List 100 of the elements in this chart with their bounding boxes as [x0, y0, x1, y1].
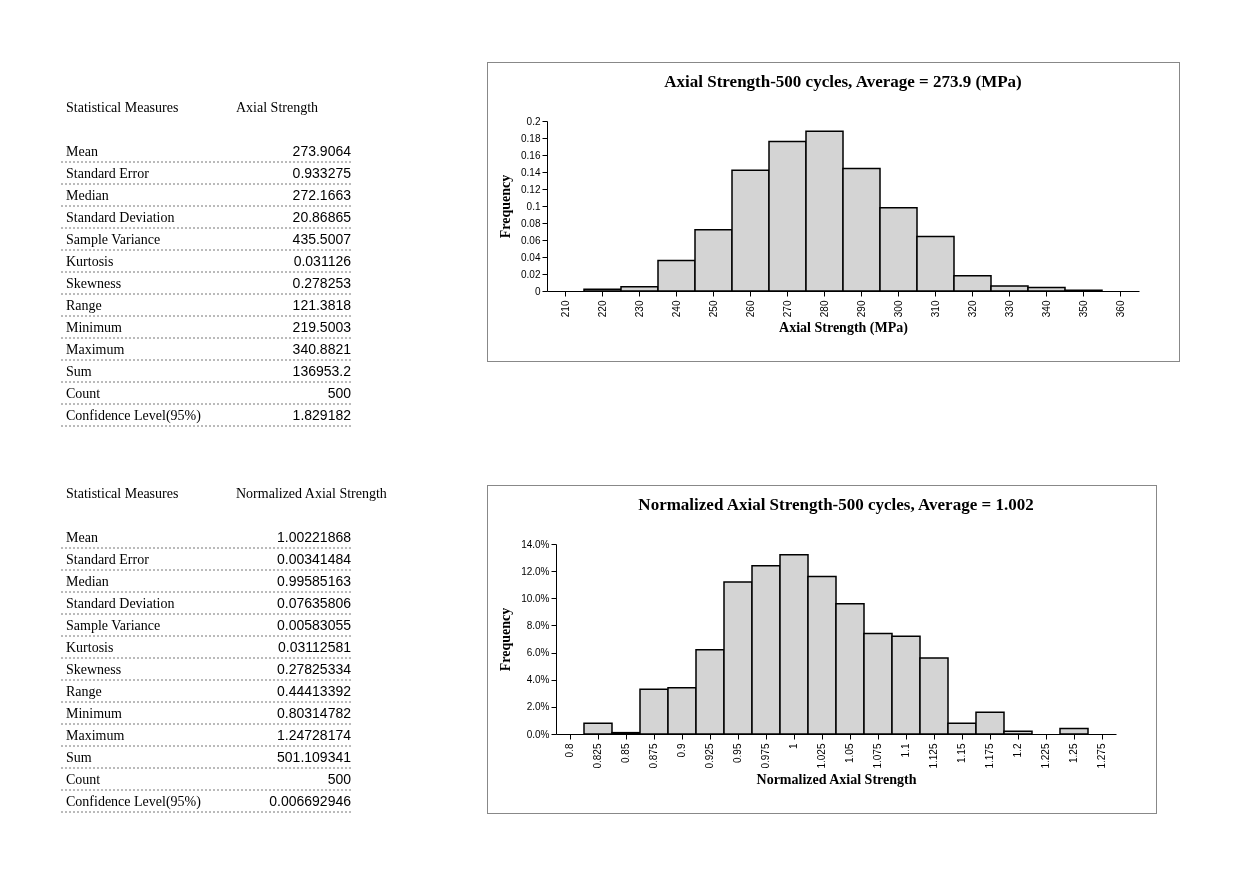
x-tick-label: 1.2 [1012, 743, 1023, 758]
y-tick-label: 0.2 [526, 115, 541, 127]
x-tick-label: 1.175 [984, 743, 995, 769]
y-axis-title: Frequency [498, 607, 514, 672]
category-label: Median [66, 574, 109, 589]
data-label: 0.80314782 [277, 705, 352, 721]
category-label: Range [66, 298, 102, 313]
y-tick-label: 0.12 [521, 183, 541, 195]
x-tick-label: 0.9 [676, 743, 687, 758]
x-tick-label: 1.275 [1096, 743, 1107, 769]
data-label: 500 [327, 771, 352, 787]
x-tick-label: 0.95 [732, 743, 743, 763]
category-label: Standard Error [66, 166, 150, 181]
y-tick-label: 0.14 [521, 166, 541, 178]
text: Normalized Axial Strength [236, 486, 387, 501]
data-label: 501.109341 [277, 749, 352, 765]
x-tick-label: 0.975 [760, 743, 771, 769]
data-label: 1.829182 [292, 407, 352, 423]
x-tick-label: 350 [1077, 300, 1089, 318]
category-label: Skewness [66, 276, 122, 291]
x-tick-label: 270 [781, 300, 793, 318]
category-label: Maximum [66, 728, 125, 743]
y-tick-label: 0.1 [526, 200, 541, 212]
text: Statistical Measures [66, 486, 179, 501]
x-axis-title: Normalized Axial Strength [756, 771, 917, 787]
category-label: Mean [66, 144, 98, 159]
x-tick-label: 230 [633, 300, 645, 318]
data-label: 0.07635806 [277, 595, 352, 611]
category-label: Standard Deviation [66, 596, 175, 611]
data-label: 272.1663 [292, 187, 352, 203]
category-label: Maximum [66, 342, 125, 357]
data-label: 340.8821 [292, 341, 352, 357]
data-label: 219.5003 [292, 319, 352, 335]
x-tick-label: 0.875 [648, 743, 659, 769]
x-tick-label: 300 [892, 300, 904, 318]
category-label: Confidence Level(95%) [66, 794, 202, 810]
y-tick-label: 0 [534, 285, 541, 297]
y-tick-label: 8.0% [526, 619, 550, 631]
y-tick-label: 0.18 [521, 132, 541, 144]
x-tick-label: 1.225 [1040, 743, 1051, 769]
y-tick-label: 10.0% [521, 592, 550, 604]
x-tick-label: 0.85 [620, 743, 631, 763]
y-tick-label: 0.04 [521, 251, 541, 263]
x-tick-label: 1.1 [900, 743, 911, 758]
y-tick-label: 0.08 [521, 217, 541, 229]
data-label: 0.933275 [292, 165, 352, 181]
x-axis-title: Axial Strength (MPa) [779, 320, 909, 337]
x-tick-label: 1.15 [956, 743, 967, 763]
data-label: 0.44413392 [277, 683, 352, 699]
x-tick-label: 360 [1114, 300, 1126, 318]
x-tick-label: 290 [855, 300, 867, 318]
category-label: Confidence Level(95%) [66, 408, 202, 424]
data-label: 0.27825334 [277, 661, 352, 677]
x-tick-label: 1.025 [816, 743, 827, 769]
y-tick-label: 0.02 [521, 268, 541, 280]
x-tick-label: 250 [707, 300, 719, 318]
category-label: Kurtosis [66, 254, 114, 269]
data-label: 0.031126 [293, 253, 352, 269]
category-label: Median [66, 188, 109, 203]
data-label: 273.9064 [292, 143, 352, 159]
chart-title: Axial Strength-500 cycles, Average = 273.9 (MPa) [664, 72, 1022, 91]
x-tick-label: 0.8 [564, 743, 575, 758]
x-tick-label: 310 [929, 300, 941, 318]
chart-title: Normalized Axial Strength-500 cycles, Average = 1.002 [638, 495, 1034, 514]
data-label: 0.278253 [292, 275, 352, 291]
data-label: 435.5007 [292, 231, 352, 247]
data-label: 121.3818 [292, 297, 352, 313]
data-label: 500 [327, 385, 352, 401]
category-label: Standard Error [66, 552, 150, 567]
x-tick-label: 1.125 [928, 743, 939, 769]
category-label: Sum [66, 750, 92, 765]
x-tick-label: 1.25 [1068, 743, 1079, 763]
y-tick-label: 6.0% [526, 647, 550, 659]
y-tick-label: 12.0% [521, 565, 550, 577]
category-label: Sum [66, 364, 92, 379]
y-tick-label: 4.0% [526, 674, 550, 686]
y-tick-label: 0.16 [521, 149, 541, 161]
data-label: 0.00583055 [277, 617, 352, 633]
x-tick-label: 0.825 [592, 743, 603, 769]
data-label: 1.00221868 [277, 529, 352, 545]
y-tick-label: 2.0% [526, 701, 550, 713]
x-tick-label: 240 [670, 300, 682, 318]
data-label: 0.99585163 [277, 573, 352, 589]
x-tick-label: 1 [788, 743, 799, 750]
y-axis-title: Frequency [498, 174, 514, 239]
data-label: 0.03112581 [278, 639, 352, 655]
x-tick-label: 260 [744, 300, 756, 318]
category-label: Range [66, 684, 102, 699]
data-label: 1.24728174 [277, 727, 352, 743]
y-tick-label: 14.0% [521, 538, 550, 550]
data-label: 0.006692946 [269, 793, 352, 809]
category-label: Sample Variance [66, 232, 161, 247]
text: Statistical Measures [66, 100, 179, 115]
x-tick-label: 210 [559, 300, 571, 318]
category-label: Skewness [66, 662, 122, 677]
category-label: Minimum [66, 706, 123, 721]
x-tick-label: 320 [966, 300, 978, 318]
x-tick-label: 340 [1040, 300, 1052, 318]
category-label: Count [66, 772, 101, 787]
category-label: Mean [66, 530, 98, 545]
